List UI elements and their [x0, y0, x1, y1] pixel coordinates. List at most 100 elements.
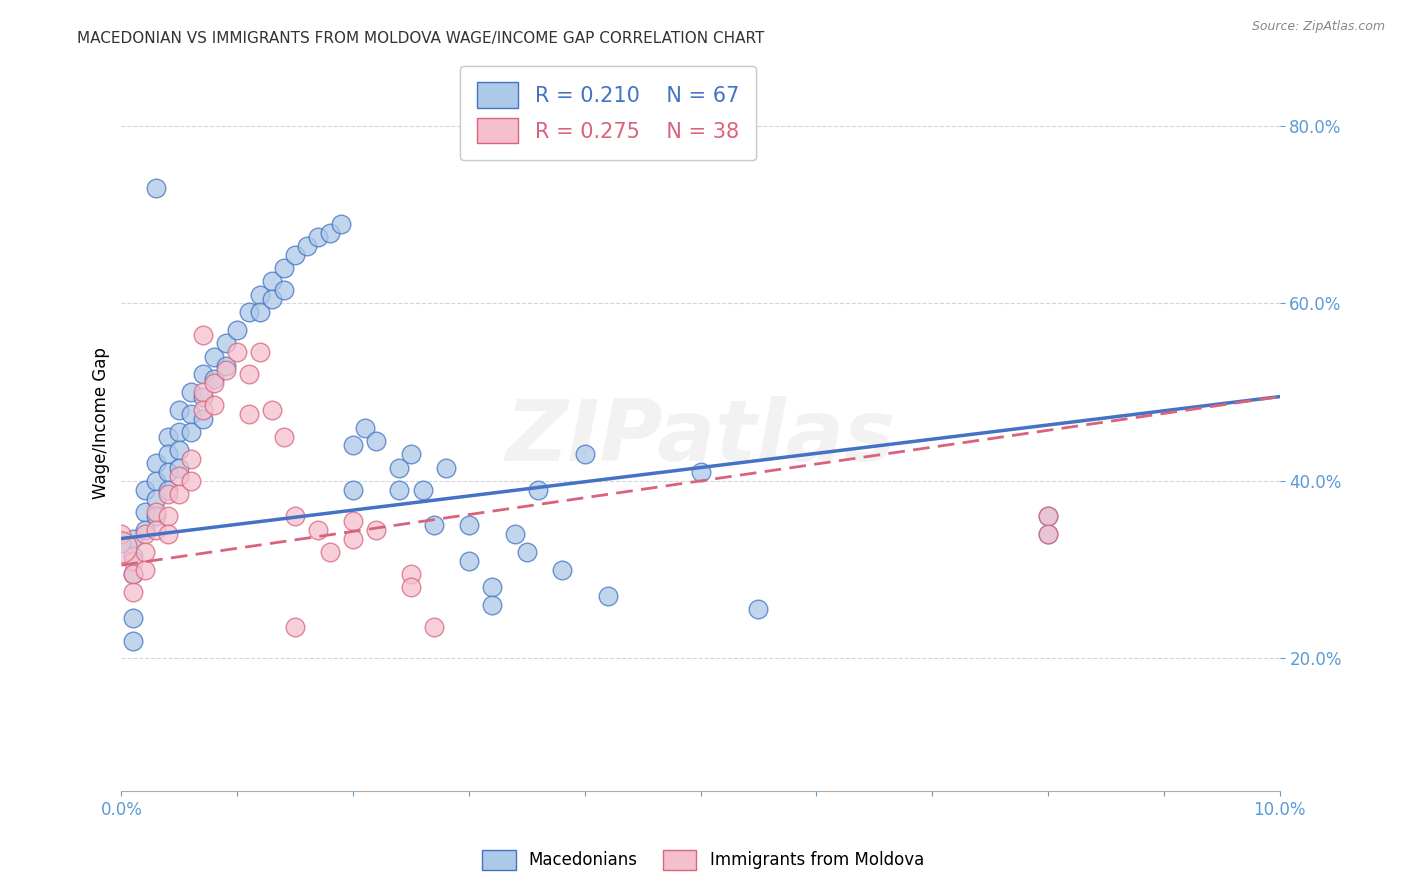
Point: [191, 390, 214, 404]
Point: [215, 359, 238, 373]
Point: [574, 447, 596, 461]
Point: [260, 292, 283, 306]
Point: [260, 274, 283, 288]
Point: [503, 527, 526, 541]
Point: [319, 226, 342, 240]
Point: [145, 181, 167, 195]
Point: [342, 514, 364, 528]
Point: [134, 523, 156, 537]
Point: [388, 483, 411, 497]
Point: [596, 589, 619, 603]
Point: [202, 350, 225, 364]
Point: [423, 620, 446, 634]
Point: [747, 602, 769, 616]
Point: [169, 442, 191, 457]
Point: [180, 408, 202, 422]
Text: MACEDONIAN VS IMMIGRANTS FROM MOLDOVA WAGE/INCOME GAP CORRELATION CHART: MACEDONIAN VS IMMIGRANTS FROM MOLDOVA WA…: [77, 31, 765, 46]
Point: [156, 483, 179, 497]
Point: [1036, 509, 1059, 524]
Point: [412, 483, 434, 497]
Point: [122, 584, 145, 599]
Point: [134, 527, 156, 541]
Point: [122, 633, 145, 648]
Point: [307, 230, 329, 244]
Point: [1036, 527, 1059, 541]
Point: [110, 541, 132, 555]
Point: [134, 483, 156, 497]
Point: [457, 518, 479, 533]
Point: [156, 509, 179, 524]
Point: [366, 523, 388, 537]
Point: [202, 372, 225, 386]
Point: [284, 509, 307, 524]
Point: [145, 474, 167, 488]
Point: [550, 563, 572, 577]
Point: [145, 505, 167, 519]
Point: [284, 248, 307, 262]
Point: [122, 554, 145, 568]
Point: [388, 460, 411, 475]
Point: [226, 345, 249, 359]
Point: [169, 469, 191, 483]
Point: [284, 620, 307, 634]
Point: [191, 327, 214, 342]
Point: [307, 523, 329, 537]
Point: [689, 465, 711, 479]
Point: [180, 385, 202, 400]
Point: [399, 566, 422, 581]
Y-axis label: Wage/Income Gap: Wage/Income Gap: [93, 347, 110, 500]
Point: [180, 425, 202, 439]
Point: [238, 408, 260, 422]
Point: [319, 545, 342, 559]
Point: [399, 580, 422, 594]
Point: [110, 527, 132, 541]
Point: [169, 403, 191, 417]
Point: [273, 429, 295, 443]
Point: [145, 456, 167, 470]
Point: [342, 483, 364, 497]
Point: [481, 580, 503, 594]
Point: [273, 260, 295, 275]
Point: [434, 460, 457, 475]
Point: [457, 554, 479, 568]
Point: [1036, 509, 1059, 524]
Point: [191, 403, 214, 417]
Point: [156, 465, 179, 479]
Point: [215, 363, 238, 377]
Point: [169, 460, 191, 475]
Point: [226, 323, 249, 337]
Point: [156, 429, 179, 443]
Point: [180, 474, 202, 488]
Point: [145, 509, 167, 524]
Point: [134, 563, 156, 577]
Point: [145, 491, 167, 506]
Point: [156, 487, 179, 501]
Point: [330, 217, 353, 231]
Point: [249, 287, 271, 301]
Point: [202, 399, 225, 413]
Legend: Macedonians, Immigrants from Moldova: Macedonians, Immigrants from Moldova: [475, 843, 931, 877]
Point: [353, 420, 375, 434]
Point: [238, 368, 260, 382]
Point: [156, 527, 179, 541]
Point: [249, 305, 271, 319]
Point: [169, 425, 191, 439]
Point: [366, 434, 388, 448]
Point: [527, 483, 550, 497]
Point: [342, 438, 364, 452]
Point: [191, 385, 214, 400]
Legend: R = 0.210    N = 67, R = 0.275    N = 38: R = 0.210 N = 67, R = 0.275 N = 38: [460, 65, 756, 161]
Point: [122, 532, 145, 546]
Point: [169, 487, 191, 501]
Point: [295, 239, 318, 253]
Point: [260, 403, 283, 417]
Point: [202, 376, 225, 391]
Point: [399, 447, 422, 461]
Point: [134, 545, 156, 559]
Point: [191, 368, 214, 382]
Point: [122, 549, 145, 564]
Text: Source: ZipAtlas.com: Source: ZipAtlas.com: [1251, 20, 1385, 33]
Point: [145, 523, 167, 537]
Point: [191, 411, 214, 425]
Point: [423, 518, 446, 533]
